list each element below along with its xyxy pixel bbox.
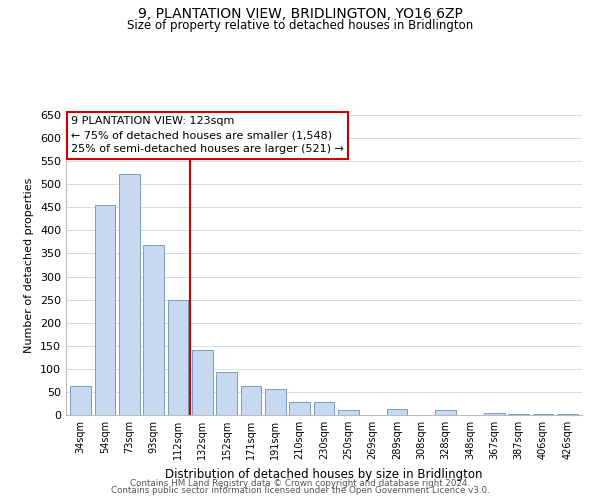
Text: Size of property relative to detached houses in Bridlington: Size of property relative to detached ho… (127, 19, 473, 32)
Bar (314, 402, 334, 415)
Bar (484, 412, 505, 415)
Bar (167, 300, 188, 415)
Bar (289, 402, 310, 415)
Bar (338, 410, 359, 415)
X-axis label: Distribution of detached houses by size in Bridlington: Distribution of detached houses by size … (165, 468, 483, 480)
Text: Contains HM Land Registry data © Crown copyright and database right 2024.: Contains HM Land Registry data © Crown c… (130, 478, 470, 488)
Bar (436, 410, 456, 415)
Bar (557, 414, 578, 415)
Bar (119, 174, 140, 415)
Bar (241, 386, 262, 415)
Text: 9 PLANTATION VIEW: 123sqm
← 75% of detached houses are smaller (1,548)
25% of se: 9 PLANTATION VIEW: 123sqm ← 75% of detac… (71, 116, 344, 154)
Text: Contains public sector information licensed under the Open Government Licence v3: Contains public sector information licen… (110, 486, 490, 495)
Bar (70, 386, 91, 415)
Bar (508, 414, 529, 415)
Bar (95, 205, 115, 415)
Bar (216, 372, 237, 415)
Bar (192, 350, 212, 415)
Text: 9, PLANTATION VIEW, BRIDLINGTON, YO16 6ZP: 9, PLANTATION VIEW, BRIDLINGTON, YO16 6Z… (137, 8, 463, 22)
Bar (143, 244, 164, 415)
Bar (386, 409, 407, 415)
Bar (533, 414, 553, 415)
Y-axis label: Number of detached properties: Number of detached properties (25, 178, 34, 352)
Bar (265, 388, 286, 415)
